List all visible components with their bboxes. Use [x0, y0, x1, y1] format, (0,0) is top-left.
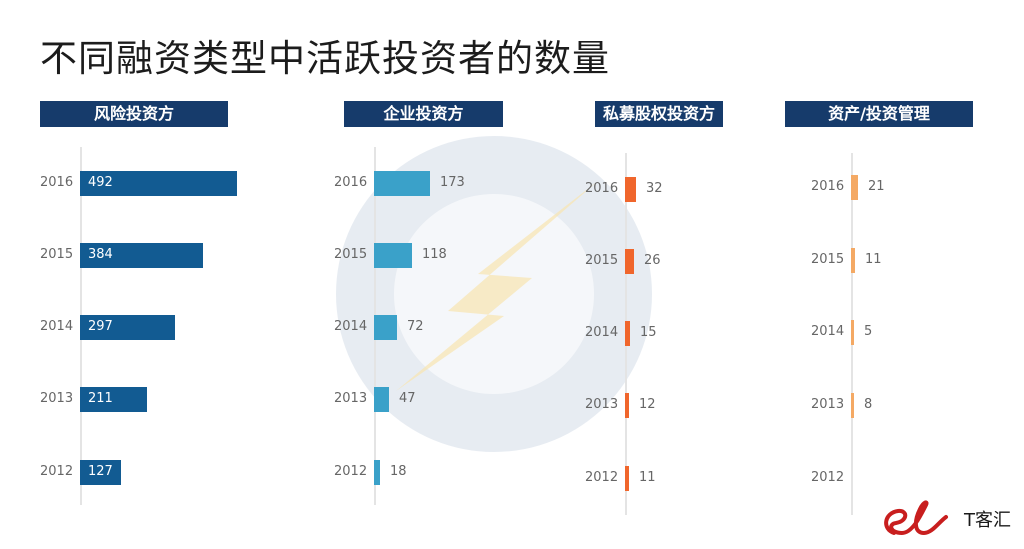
year-tick-label: 2016 [585, 181, 619, 196]
bar-data-label: 11 [639, 470, 656, 485]
bar-data-label: 72 [407, 319, 424, 334]
chart-title: 风险投资方 [40, 101, 228, 127]
bar [80, 242, 203, 268]
year-tick-label: 2016 [334, 175, 368, 190]
year-tick-label: 2013 [811, 397, 845, 412]
bar [80, 170, 237, 196]
year-tick-label: 2015 [334, 247, 368, 262]
bar-data-label: 297 [88, 319, 113, 334]
bar-data-label: 12 [639, 397, 656, 412]
year-tick-label: 2013 [585, 397, 619, 412]
bar-data-label: 18 [390, 464, 407, 479]
bar-data-label: 21 [868, 179, 885, 194]
bar [625, 392, 629, 418]
chart-title: 资产/投资管理 [785, 101, 973, 127]
year-tick-label: 2013 [40, 391, 74, 406]
page-title: 不同融资类型中活跃投资者的数量 [40, 37, 610, 80]
bar-data-label: 492 [88, 175, 113, 190]
bar [374, 386, 389, 412]
year-tick-label: 2015 [585, 253, 619, 268]
year-tick-label: 2015 [40, 247, 74, 262]
bar [80, 314, 175, 340]
bar-data-label: 384 [88, 247, 113, 262]
el-brand-icon [884, 500, 948, 536]
bar [851, 319, 854, 345]
bar [625, 320, 630, 346]
year-tick-label: 2012 [585, 470, 619, 485]
bar [374, 314, 397, 340]
chart-title: 企业投资方 [344, 101, 503, 127]
bar [851, 392, 854, 418]
bar-data-label: 8 [864, 397, 873, 412]
bar-data-label: 173 [440, 175, 465, 190]
bar [374, 170, 430, 196]
year-tick-label: 2013 [334, 391, 368, 406]
year-tick-label: 2014 [334, 319, 368, 334]
year-tick-label: 2015 [811, 252, 845, 267]
bar [80, 459, 121, 485]
bar [374, 242, 412, 268]
bar-data-label: 5 [864, 324, 873, 339]
bar-data-label: 15 [640, 325, 657, 340]
year-tick-label: 2014 [40, 319, 74, 334]
bar-data-label: 47 [399, 391, 416, 406]
bar-data-label: 32 [646, 181, 663, 196]
brand-logo: T客汇 [880, 497, 1020, 541]
bar [80, 386, 147, 412]
year-tick-label: 2012 [40, 464, 74, 479]
bar-data-label: 11 [865, 252, 882, 267]
bar [625, 248, 634, 274]
chart-title: 私募股权投资方 [595, 101, 723, 127]
bar [625, 176, 636, 202]
bar-data-label: 211 [88, 391, 113, 406]
bar [851, 174, 858, 200]
year-tick-label: 2014 [585, 325, 619, 340]
year-tick-label: 2016 [40, 175, 74, 190]
bar [625, 465, 629, 491]
year-tick-label: 2012 [334, 464, 368, 479]
bar [374, 459, 380, 485]
year-tick-label: 2012 [811, 470, 845, 485]
year-tick-label: 2016 [811, 179, 845, 194]
brand-logo-text: T客汇 [964, 510, 1011, 531]
year-tick-label: 2014 [811, 324, 845, 339]
bar [851, 247, 855, 273]
bar-data-label: 118 [422, 247, 447, 262]
bar-data-label: 127 [88, 464, 113, 479]
watermark-logo-icon [336, 136, 652, 452]
bar-data-label: 26 [644, 253, 661, 268]
